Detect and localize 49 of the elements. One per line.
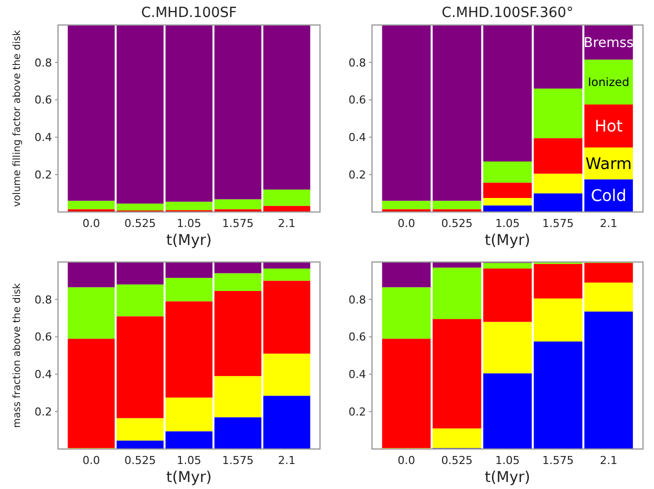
- x-tick-label: 0.0: [398, 454, 416, 467]
- y-tick-label: 0.2: [348, 405, 366, 418]
- y-tick-label: 0.6: [34, 94, 52, 107]
- x-tick-label: 2.1: [278, 454, 296, 467]
- x-tick-label: 1.575: [542, 454, 574, 467]
- y-tick-label: 0.8: [34, 56, 52, 70]
- y-tick-label: 0.8: [348, 293, 366, 306]
- y-tick-label: 0.6: [34, 330, 52, 344]
- x-tick-label: 0.525: [124, 217, 156, 230]
- x-tick-label: 0.0: [82, 454, 100, 467]
- y-axis-title: mass fraction above the disk: [12, 282, 23, 428]
- x-tick-label: 2.1: [600, 217, 618, 230]
- x-axis-title: t(Myr): [166, 468, 212, 486]
- x-axis-title: t(Myr): [484, 231, 530, 249]
- x-tick-label: 1.575: [222, 454, 254, 467]
- x-tick-label: 1.05: [495, 217, 520, 230]
- y-tick-label: 0.4: [34, 368, 52, 382]
- y-tick-label: 0.2: [348, 168, 366, 182]
- series-label: Hot: [594, 116, 623, 136]
- y-tick-label: 0.4: [348, 368, 366, 382]
- y-tick-label: 0.4: [348, 131, 366, 144]
- x-tick-label: 0.525: [441, 217, 473, 230]
- x-tick-label: 2.1: [278, 217, 296, 230]
- x-tick-label: 1.575: [542, 217, 574, 230]
- x-tick-label: 1.05: [176, 454, 202, 467]
- x-tick-label: 0.0: [82, 217, 100, 230]
- chart-title: C.MHD.100SF: [141, 5, 237, 21]
- y-tick-label: 0.8: [348, 56, 366, 70]
- x-tick-label: 0.0: [398, 217, 416, 230]
- series-label: Warm: [586, 154, 632, 173]
- y-tick-label: 0.6: [348, 94, 366, 107]
- y-axis-title: volume filling factor above the disk: [12, 30, 23, 207]
- x-tick-label: 1.575: [222, 217, 254, 230]
- y-tick-label: 0.2: [34, 405, 52, 418]
- x-tick-label: 1.05: [176, 217, 202, 230]
- y-tick-label: 0.2: [34, 168, 52, 182]
- x-tick-label: 0.525: [441, 454, 473, 467]
- y-tick-label: 0.8: [34, 293, 52, 306]
- x-axis-title: t(Myr): [166, 231, 212, 249]
- x-tick-label: 0.525: [124, 454, 156, 467]
- chart-title: C.MHD.100SF.360°: [442, 5, 574, 21]
- series-label: Ionized: [588, 75, 630, 90]
- series-label: Cold: [590, 186, 626, 206]
- y-tick-label: 0.6: [348, 330, 366, 344]
- x-axis-title: t(Myr): [484, 468, 530, 486]
- x-tick-label: 2.1: [600, 454, 618, 467]
- x-tick-label: 1.05: [495, 454, 520, 467]
- y-tick-label: 0.4: [34, 131, 52, 144]
- series-label: Bremss: [584, 35, 634, 52]
